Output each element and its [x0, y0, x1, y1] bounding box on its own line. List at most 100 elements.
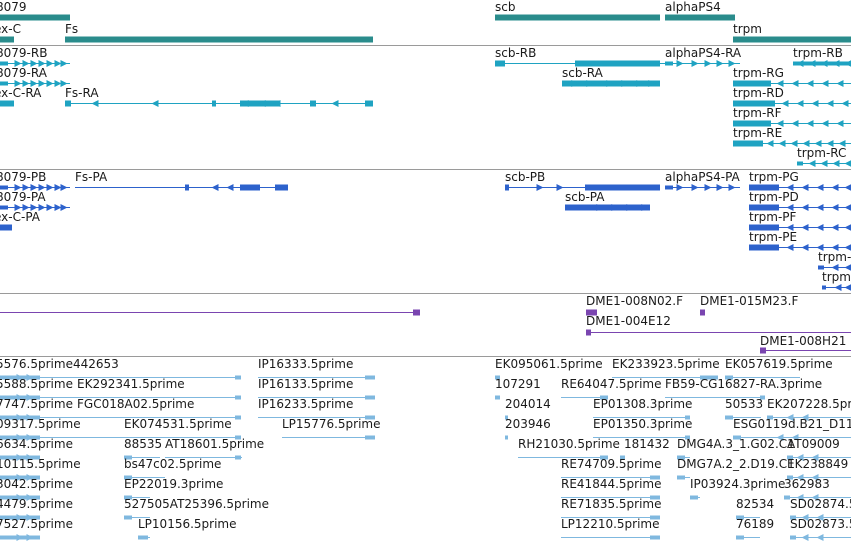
- feature-glyph[interactable]: [0, 224, 12, 231]
- feature-glyph[interactable]: [561, 515, 660, 520]
- feature-glyph[interactable]: [124, 475, 165, 480]
- feature-glyph[interactable]: [495, 14, 660, 21]
- feature-glyph[interactable]: [793, 60, 851, 67]
- feature-label[interactable]: alphaPS4-RA: [665, 46, 742, 60]
- feature-label[interactable]: AT09009: [787, 437, 840, 451]
- feature-label[interactable]: 7527.5prime: [0, 517, 73, 531]
- feature-glyph[interactable]: [593, 415, 690, 420]
- feature-glyph[interactable]: [505, 184, 660, 191]
- feature-label[interactable]: trpm: [822, 270, 851, 284]
- feature-label[interactable]: 8079-RB: [0, 46, 48, 60]
- feature-glyph[interactable]: [77, 395, 241, 400]
- feature-label[interactable]: EP22019.3prime: [124, 477, 224, 491]
- feature-glyph[interactable]: [733, 120, 851, 127]
- feature-glyph[interactable]: [0, 100, 14, 107]
- feature-glyph[interactable]: [612, 375, 718, 380]
- feature-glyph[interactable]: [749, 204, 851, 211]
- feature-label[interactable]: IP16233.5prime: [258, 397, 354, 411]
- feature-glyph[interactable]: [258, 415, 375, 420]
- feature-label[interactable]: LP10156.5prime: [138, 517, 237, 531]
- feature-label[interactable]: scb-PB: [505, 170, 546, 184]
- feature-glyph[interactable]: [677, 455, 690, 460]
- feature-label[interactable]: DME1-008H21: [760, 334, 847, 348]
- feature-glyph[interactable]: [138, 535, 150, 540]
- feature-label[interactable]: 181432: [624, 437, 670, 451]
- feature-glyph[interactable]: [790, 514, 851, 521]
- feature-glyph[interactable]: [620, 455, 625, 460]
- feature-label[interactable]: 8079-RA: [0, 66, 47, 80]
- feature-label[interactable]: 88535: [124, 437, 163, 451]
- feature-glyph[interactable]: [0, 454, 40, 461]
- feature-glyph[interactable]: [495, 60, 665, 67]
- feature-label[interactable]: RE41844.5prime: [561, 477, 662, 491]
- feature-label[interactable]: trpm-: [818, 250, 851, 264]
- feature-glyph[interactable]: [760, 347, 851, 354]
- feature-glyph[interactable]: [124, 435, 241, 440]
- feature-glyph[interactable]: [797, 160, 851, 167]
- feature-label[interactable]: scb-RA: [562, 66, 603, 80]
- feature-glyph[interactable]: [0, 184, 70, 191]
- feature-glyph[interactable]: [733, 80, 851, 87]
- feature-glyph[interactable]: [561, 495, 660, 500]
- feature-label[interactable]: trpm-PG: [749, 170, 799, 184]
- feature-glyph[interactable]: [733, 100, 851, 107]
- feature-label[interactable]: DMG4A.3_1.G02.C1: [677, 437, 795, 451]
- feature-label[interactable]: IP03924.3prime: [690, 477, 786, 491]
- feature-label[interactable]: EP01350.3prime: [593, 417, 693, 431]
- feature-label[interactable]: Fs-RA: [65, 86, 99, 100]
- feature-glyph[interactable]: [784, 494, 851, 501]
- feature-glyph[interactable]: [677, 475, 690, 480]
- feature-label[interactable]: 6634.5prime: [0, 437, 73, 451]
- feature-label[interactable]: 50533: [725, 397, 764, 411]
- feature-glyph[interactable]: [124, 455, 160, 460]
- feature-glyph[interactable]: [165, 455, 242, 460]
- feature-glyph[interactable]: [725, 375, 800, 380]
- feature-label[interactable]: trpm: [733, 22, 762, 36]
- feature-glyph[interactable]: [0, 36, 14, 43]
- feature-label[interactable]: trpm-RF: [733, 106, 782, 120]
- feature-glyph[interactable]: [124, 495, 150, 500]
- feature-label[interactable]: AT18601.5prime: [165, 437, 265, 451]
- feature-glyph[interactable]: [0, 494, 40, 501]
- feature-label[interactable]: 8079-PB: [0, 170, 47, 184]
- feature-label[interactable]: 7747.5prime: [0, 397, 73, 411]
- feature-glyph[interactable]: [822, 284, 851, 291]
- feature-label[interactable]: SD02873.5: [790, 517, 851, 531]
- feature-glyph[interactable]: [586, 329, 851, 336]
- feature-glyph[interactable]: [75, 184, 288, 191]
- feature-label[interactable]: EK095061.5prime: [495, 357, 603, 371]
- feature-glyph[interactable]: [736, 535, 760, 540]
- feature-glyph[interactable]: [586, 309, 597, 316]
- feature-glyph[interactable]: [505, 435, 508, 440]
- feature-label[interactable]: RE74709.5prime: [561, 457, 662, 471]
- feature-glyph[interactable]: [0, 514, 40, 521]
- feature-glyph[interactable]: [0, 534, 40, 541]
- feature-glyph[interactable]: [665, 184, 740, 191]
- feature-glyph[interactable]: [0, 474, 40, 481]
- track-divider[interactable]: [0, 45, 851, 46]
- feature-glyph[interactable]: [733, 140, 851, 147]
- feature-label[interactable]: trpm-RC: [797, 146, 847, 160]
- feature-glyph[interactable]: [505, 415, 508, 420]
- feature-glyph[interactable]: [725, 415, 761, 420]
- feature-glyph[interactable]: [0, 60, 70, 67]
- feature-glyph[interactable]: [665, 60, 740, 67]
- feature-label[interactable]: RE64047.5prime: [561, 377, 662, 391]
- feature-label[interactable]: SD02874.5: [790, 497, 851, 511]
- feature-label[interactable]: bs47c02.5prime: [124, 457, 222, 471]
- feature-label[interactable]: 09317.5prime: [0, 417, 81, 431]
- feature-label[interactable]: scb: [495, 0, 516, 14]
- feature-label[interactable]: 8079-PA: [0, 190, 46, 204]
- feature-glyph[interactable]: [258, 395, 375, 400]
- feature-label[interactable]: EP01308.3prime: [593, 397, 693, 411]
- feature-label[interactable]: DMG7A.2_2.D19.C1: [677, 457, 795, 471]
- feature-glyph[interactable]: [749, 244, 851, 251]
- feature-label[interactable]: IP16133.5prime: [258, 377, 354, 391]
- feature-glyph[interactable]: [77, 415, 241, 420]
- feature-glyph[interactable]: [518, 455, 608, 460]
- feature-label[interactable]: 5576.5prime442653: [0, 357, 119, 371]
- feature-label[interactable]: EK207228.5pri: [767, 397, 851, 411]
- feature-label[interactable]: 203946: [505, 417, 551, 431]
- feature-label[interactable]: trpm-RB: [793, 46, 843, 60]
- feature-glyph[interactable]: [495, 375, 500, 380]
